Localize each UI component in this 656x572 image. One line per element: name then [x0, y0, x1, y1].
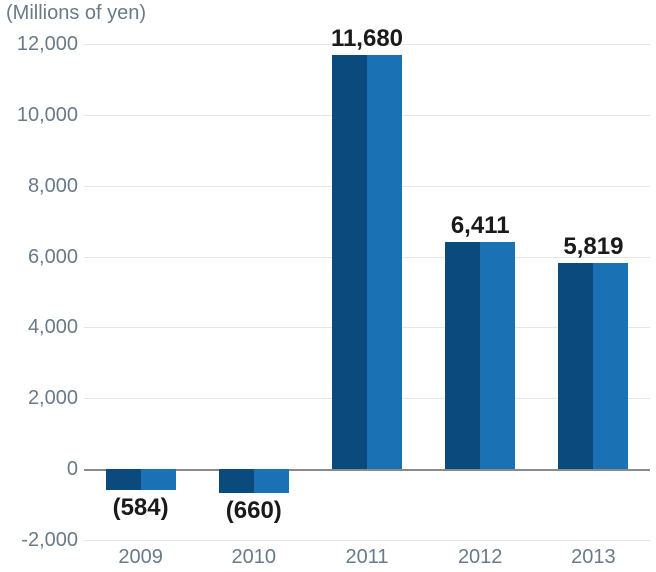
bar-right [141, 469, 176, 490]
bar-right [367, 55, 402, 469]
x-tick-label: 2011 [310, 546, 423, 569]
bar-left [219, 469, 254, 492]
y-tick-label: 8,000 [28, 175, 78, 198]
bar-right [254, 469, 289, 492]
bar-left [106, 469, 141, 490]
bar-right [480, 242, 515, 469]
bar-left [558, 263, 593, 469]
value-label: (584) [84, 494, 197, 522]
bar-left [332, 55, 367, 469]
y-tick-label: 6,000 [28, 246, 78, 269]
value-label: 11,680 [310, 25, 423, 53]
value-label: (660) [197, 497, 310, 525]
x-tick-label: 2009 [84, 546, 197, 569]
y-tick-label: 4,000 [28, 316, 78, 339]
y-tick-label: 2,000 [28, 387, 78, 410]
value-label: 5,819 [537, 233, 650, 261]
x-tick-label: 2010 [197, 546, 310, 569]
bar-right [593, 263, 628, 469]
y-tick-label: -2,000 [21, 529, 78, 552]
value-label: 6,411 [424, 212, 537, 240]
x-tick-label: 2013 [537, 546, 650, 569]
grid-line [84, 540, 650, 541]
bar-left [445, 242, 480, 469]
y-tick-label: 12,000 [17, 33, 78, 56]
y-tick-label: 0 [67, 458, 78, 481]
x-tick-label: 2012 [424, 546, 537, 569]
y-tick-label: 10,000 [17, 104, 78, 127]
bar-chart: (Millions of yen) -2,000 0 2,000 4,000 6,000… [0, 0, 656, 572]
y-unit-label: (Millions of yen) [6, 2, 146, 25]
